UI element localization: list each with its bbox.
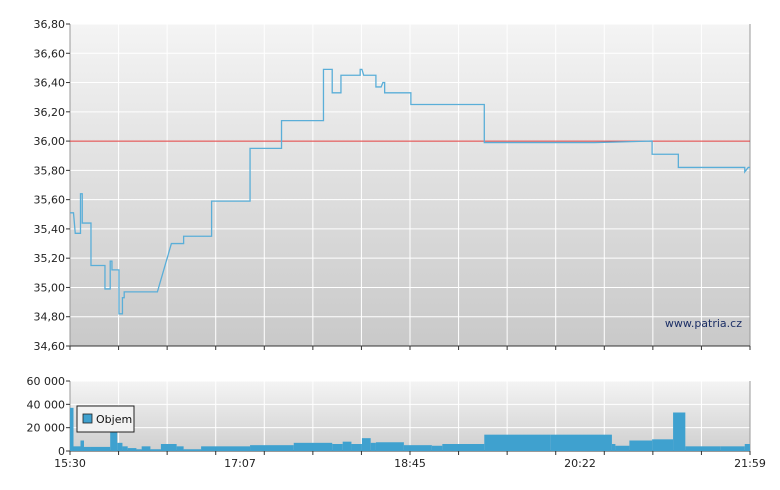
volume-y-tick-label: 0 [58, 445, 65, 458]
volume-bar [83, 446, 91, 451]
price-y-tick-label: 35,80 [34, 164, 66, 177]
volume-bar [351, 444, 362, 451]
volume-bar [136, 449, 142, 451]
price-y-tick-label: 35,60 [34, 194, 66, 207]
volume-x-tick-label: 15:30 [54, 457, 86, 470]
volume-bar [720, 446, 745, 451]
volume-y-tick-label: 40 000 [27, 398, 66, 411]
volume-bar [250, 445, 294, 451]
volume-bar [615, 445, 630, 451]
volume-bar [744, 444, 750, 451]
volume-bar [117, 442, 123, 451]
price-y-axis: 34,60 34,80 35,00 35,20 35,40 35,60 35,80 36,00… [34, 18, 70, 353]
volume-bar [685, 446, 721, 451]
legend-label: Objem [96, 413, 132, 426]
volume-bar [550, 434, 612, 451]
volume-y-tick-label: 20 000 [27, 422, 66, 435]
price-y-tick-label: 34,60 [34, 340, 66, 353]
volume-bar [127, 448, 137, 451]
volume-x-tick-label: 20:22 [564, 457, 596, 470]
watermark: www.patria.cz [665, 317, 742, 330]
volume-bar [361, 438, 371, 451]
price-x-ticks [69, 346, 751, 350]
price-y-tick-label: 34,80 [34, 311, 66, 324]
volume-bar [150, 449, 161, 451]
volume-x-tick-label: 17:07 [224, 457, 256, 470]
volume-bar [611, 444, 616, 451]
volume-bar [484, 434, 551, 451]
volume-bar [90, 446, 111, 451]
price-y-tick-label: 36,00 [34, 135, 66, 148]
volume-legend: Objem [76, 405, 135, 433]
price-y-tick-label: 36,60 [34, 47, 66, 60]
volume-bar [183, 449, 202, 451]
volume-bar [442, 444, 485, 451]
volume-bar [122, 446, 128, 451]
volume-bar [73, 446, 81, 451]
volume-x-axis: 15:30 17:07 18:45 20:22 21:59 [54, 451, 766, 470]
volume-bar [403, 445, 432, 451]
volume-bar [332, 444, 343, 451]
legend-swatch [82, 413, 93, 424]
price-y-tick-label: 35,40 [34, 223, 66, 236]
volume-bars [70, 407, 750, 451]
price-y-tick-label: 36,40 [34, 77, 66, 90]
volume-bar [629, 440, 653, 451]
volume-bar [176, 446, 184, 451]
volume-bar [370, 442, 376, 451]
price-y-tick-label: 35,00 [34, 281, 66, 294]
price-line [70, 68, 750, 315]
volume-bar [652, 439, 674, 451]
price-y-tick-label: 36,20 [34, 106, 66, 119]
volume-bar [141, 446, 151, 451]
volume-x-tick-label: 21:59 [734, 457, 766, 470]
price-y-tick-label: 36,80 [34, 18, 66, 31]
volume-bar [201, 446, 251, 451]
volume-bar [375, 442, 404, 451]
volume-bar [673, 412, 686, 451]
volume-y-axis: 0 20 000 40 000 60 000 [27, 375, 70, 458]
volume-bar [70, 407, 74, 451]
volume-y-tick-label: 60 000 [27, 375, 66, 388]
price-y-tick-label: 35,20 [34, 252, 66, 265]
volume-bar [431, 445, 443, 451]
volume-x-tick-label: 18:45 [394, 457, 426, 470]
volume-bar [160, 444, 177, 451]
volume-bar [80, 440, 84, 451]
volume-bar [293, 442, 333, 451]
volume-bar [342, 441, 352, 451]
